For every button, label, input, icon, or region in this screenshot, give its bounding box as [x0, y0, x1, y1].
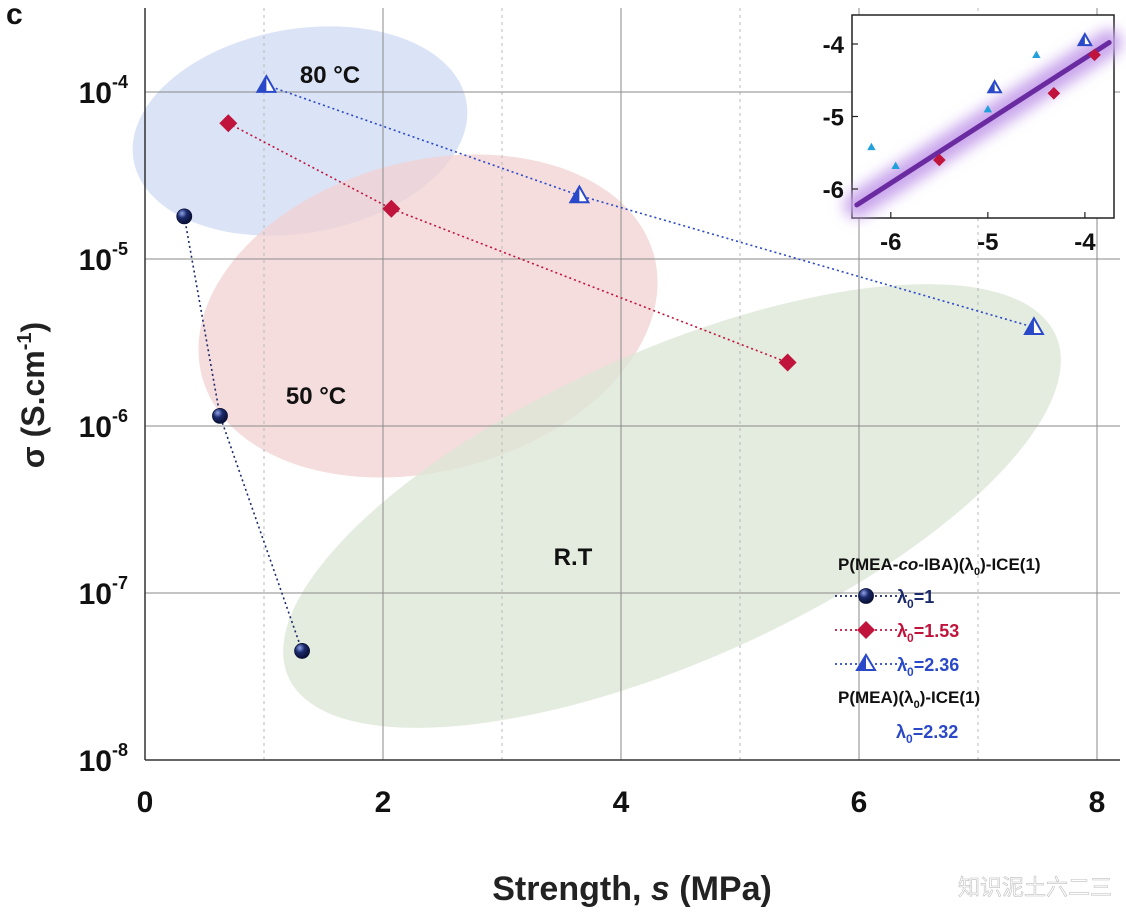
legend: P(MEA-co-IBA)(λ0)-ICE(1) λ0=1 λ0=1.53 λ0…: [835, 555, 1041, 746]
legend-label-lambda153-lead: λ: [897, 621, 907, 641]
legend-title-c: )-ICE(1): [980, 555, 1040, 574]
x-axis-title: Strength, s (MPa): [492, 870, 772, 908]
data-points: [176, 74, 1045, 659]
region-label-rt: R.T: [554, 544, 593, 571]
y-tick-label: 10-6: [79, 406, 128, 444]
inset-point-series-2: [933, 153, 946, 167]
inset-x-tick-label: -5: [977, 229, 998, 256]
data-point-series-2-half: [570, 186, 580, 203]
inset-fit-line: [854, 40, 1112, 208]
inset-point-series-1-half: [988, 81, 995, 93]
legend-title-sub: 0: [974, 566, 980, 578]
y-tick-base: 10: [79, 411, 112, 444]
y-axis-title-suffix: ): [15, 322, 51, 333]
y-tick-base: 10: [79, 77, 112, 110]
inset-point-series-0: [891, 161, 900, 169]
temperature-regions: [132, 26, 1061, 728]
inset-point-series-0: [983, 105, 993, 113]
legend-subtitle: P(MEA)(λ0)-ICE(1): [838, 688, 980, 711]
y-tick-base: 10: [79, 578, 112, 611]
y-tick-label: 10-8: [79, 740, 128, 778]
inset-point-series-0: [1032, 50, 1041, 59]
data-point-series-1: [778, 353, 797, 372]
legend-label-lambda1: λ0=1: [897, 587, 934, 611]
inset-y-tick-label: -6: [823, 177, 844, 204]
region-label-80c: 80 °C: [300, 62, 360, 89]
y-tick-base: 10: [79, 244, 112, 277]
legend-marker-lambda1: [858, 588, 874, 604]
data-point-series-2-half: [257, 76, 267, 92]
y-tick-exponent: -5: [112, 239, 128, 259]
y-axis-title-sup: -1: [14, 332, 36, 350]
y-tick-label: 10-5: [79, 239, 128, 277]
y-tick-exponent: -8: [112, 740, 128, 760]
legend-label-lambda1-lead: λ: [897, 587, 907, 607]
legend-label-lambda1-sub: 0: [907, 597, 914, 611]
y-axis-title-prefix: σ (S.cm: [15, 350, 51, 468]
legend-label-lambda1-rest: =1: [914, 587, 935, 607]
legend-title-italic: co: [898, 555, 918, 574]
inset-x-tick-label: -6: [880, 229, 901, 256]
legend-label-lambda232: λ0=2.32: [896, 722, 958, 746]
legend-label-lambda232-sub: 0: [906, 732, 913, 746]
inset-y-tick-label: -4: [823, 32, 845, 59]
legend-label-lambda153-sub: 0: [907, 631, 914, 645]
legend-label-lambda232-lead: λ: [896, 722, 906, 742]
x-tick-label: 0: [137, 786, 154, 819]
legend-marker-lambda153: [857, 621, 875, 639]
x-axis-title-prefix: Strength,: [492, 870, 651, 908]
watermark: 知识泥土六二三: [958, 876, 1112, 901]
inset-point-series-2: [1088, 48, 1101, 62]
legend-label-lambda153: λ0=1.53: [897, 621, 959, 645]
x-tick-label: 2: [375, 786, 392, 819]
data-point-series-0: [212, 407, 228, 424]
legend-label-lambda236: λ0=2.36: [897, 655, 959, 679]
x-tick-label: 4: [613, 786, 630, 819]
legend-marker-lambda236-half: [857, 655, 866, 670]
x-tick-label: 6: [851, 786, 868, 819]
y-axis-title: σ (S.cm-1): [14, 322, 51, 468]
inset-point-series-2: [1047, 87, 1061, 100]
x-axis-title-italic: s: [651, 870, 670, 908]
inset-point-series-1-half: [1078, 34, 1085, 46]
legend-label-lambda236-sub: 0: [907, 665, 914, 679]
legend-label-lambda153-rest: =1.53: [914, 621, 960, 641]
data-point-series-0: [294, 643, 310, 659]
y-tick-label: 10-4: [79, 72, 128, 110]
legend-subtitle-c: )-ICE(1): [920, 688, 980, 707]
axes: 0 2 4 6 810-410-510-610-710-8: [79, 8, 1120, 819]
data-point-series-0: [176, 208, 193, 225]
legend-subtitle-a: P(MEA)(λ: [838, 688, 914, 707]
data-point-series-1: [219, 114, 238, 133]
region-label-50c: 50 °C: [286, 383, 346, 410]
x-axis-title-suffix: (MPa): [670, 870, 772, 908]
legend-title: P(MEA-co-IBA)(λ0)-ICE(1): [838, 555, 1041, 578]
legend-title-a: P(MEA-: [838, 555, 898, 574]
data-point-series-1: [382, 199, 401, 218]
inset-point-series-0: [867, 142, 876, 151]
legend-label-lambda236-lead: λ: [897, 655, 907, 675]
y-tick-exponent: -7: [112, 573, 128, 593]
inset-y-tick-label: -5: [823, 105, 844, 132]
inset-chart: -6 -5 -4 -4 -5 -6: [823, 14, 1123, 256]
y-tick-base: 10: [79, 745, 112, 778]
y-tick-exponent: -4: [112, 72, 128, 92]
region-rt: [283, 284, 1061, 728]
inset-x-tick-label: -4: [1074, 229, 1096, 256]
panel-label: c: [6, 0, 23, 31]
y-tick-exponent: -6: [112, 406, 128, 426]
legend-subtitle-sub: 0: [914, 699, 920, 711]
legend-label-lambda232-rest: =2.32: [913, 722, 959, 742]
y-tick-label: 10-7: [79, 573, 128, 611]
data-point-series-2-half: [1024, 318, 1034, 335]
legend-label-lambda236-rest: =2.36: [914, 655, 960, 675]
series-line-1: [227, 122, 788, 364]
x-tick-label: 8: [1089, 786, 1106, 819]
legend-title-b: -IBA)(λ: [918, 555, 974, 574]
